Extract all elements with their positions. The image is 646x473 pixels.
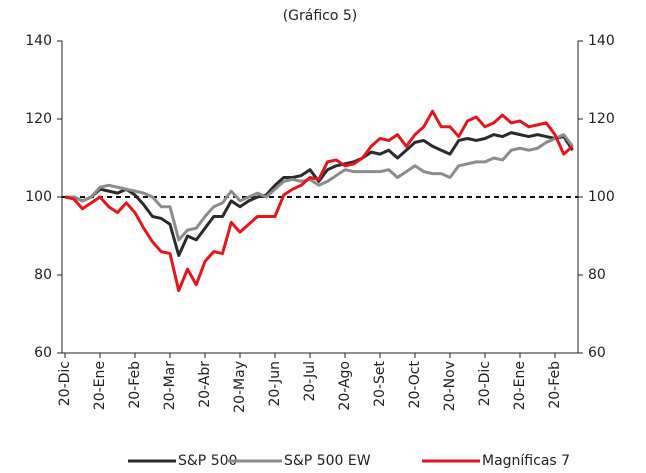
y-tick-label: 80 [34, 267, 52, 283]
series-line [65, 131, 574, 257]
legend-label: S&P 500 [178, 453, 237, 469]
x-tick-label: 20-Dic [477, 361, 493, 406]
legend-label: Magníficas 7 [482, 453, 570, 469]
y-tick-label: 140 [25, 33, 52, 49]
x-tick-label: 20-Feb [127, 361, 143, 409]
x-tick-label: 20-Abr [197, 361, 213, 408]
y-tick-label: 100 [25, 189, 52, 205]
x-tick-label: 20-Mar [162, 361, 178, 411]
x-tick-label: 20-Jun [267, 361, 283, 407]
x-tick-label: 20-May [232, 361, 248, 413]
legend-label: S&P 500 EW [284, 453, 371, 469]
y2-tick-label: 60 [588, 345, 606, 361]
x-tick-label: 20-Ene [92, 361, 108, 410]
y2-tick-label: 120 [588, 111, 615, 127]
series-line [65, 133, 574, 242]
x-tick-label: 20-Oct [407, 360, 423, 408]
x-tick-label: 20-Dic [57, 361, 73, 406]
y2-tick-label: 140 [588, 33, 615, 49]
y-tick-label: 120 [25, 111, 52, 127]
y2-tick-label: 100 [588, 189, 615, 205]
x-tick-label: 20-Nov [442, 361, 458, 411]
x-tick-label: 20-Ene [512, 361, 528, 410]
chart-title: (Gráfico 5) [283, 8, 358, 24]
x-tick-label: 20-Ago [337, 361, 353, 411]
series-line [64, 109, 574, 293]
x-tick-label: 20-Feb [547, 361, 563, 409]
x-tick-label: 20-Set [372, 360, 388, 406]
y-tick-label: 60 [34, 345, 52, 361]
y2-tick-label: 80 [588, 267, 606, 283]
x-tick-label: 20-Jul [302, 361, 318, 402]
